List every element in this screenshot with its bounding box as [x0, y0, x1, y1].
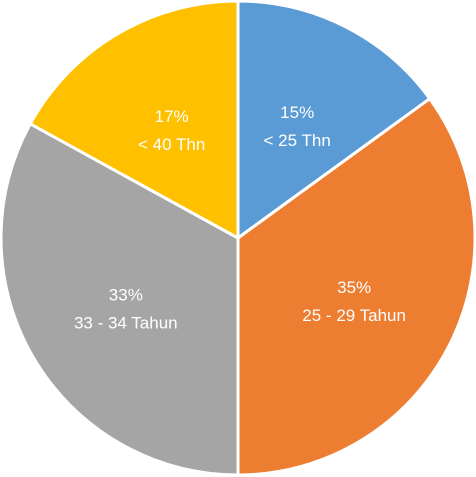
slice-category-label: 25 - 29 Tahun — [302, 306, 406, 325]
pie-slice-2 — [0, 121, 240, 477]
pie-slice-3 — [28, 0, 240, 241]
slice-percent-label: 33% — [109, 285, 143, 304]
slice-percent-label: 15% — [280, 103, 314, 122]
pie-slice-1 — [236, 96, 476, 477]
slice-category-label: 33 - 34 Tahun — [74, 313, 178, 332]
slice-category-label: < 40 Thn — [138, 135, 205, 154]
slice-percent-label: 35% — [337, 278, 371, 297]
pie-slice-0 — [236, 0, 432, 241]
slice-percent-label: 17% — [155, 107, 189, 126]
slice-category-label: < 25 Thn — [264, 131, 331, 150]
